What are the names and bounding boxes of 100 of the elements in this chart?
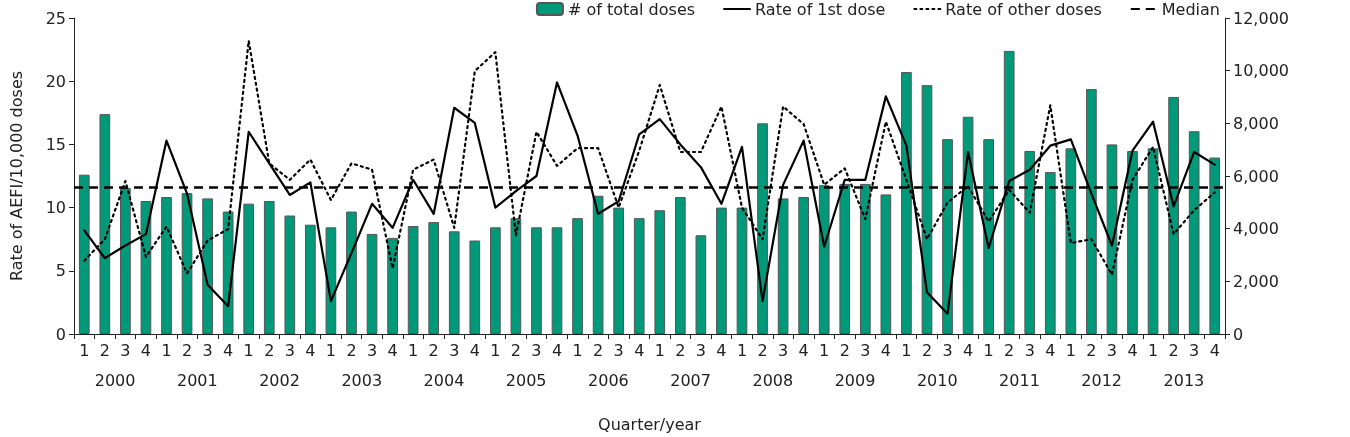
text: 2000	[94, 370, 136, 390]
y2-tick-label: 12,000	[1233, 8, 1289, 28]
bar	[448, 231, 460, 334]
text: 2005	[505, 370, 547, 390]
bar	[161, 197, 172, 334]
x-tick-label: 2	[921, 340, 933, 360]
y2-tick-label: 10,000	[1233, 61, 1289, 81]
bar	[736, 207, 748, 334]
x-tick-label: 3	[1024, 340, 1035, 360]
x-tick-label: 4	[880, 340, 891, 360]
x-tick-label: 4	[1045, 340, 1056, 360]
x-tick-label: 3	[942, 340, 953, 360]
x-tick-label: 4	[387, 340, 398, 360]
bar	[140, 201, 152, 334]
x-tick-label: 4	[305, 340, 316, 360]
bar	[428, 222, 440, 334]
x-tick-label: 4	[469, 340, 480, 360]
x-tick-label: 3	[1189, 340, 1200, 360]
x-tick-label: 4	[223, 340, 234, 360]
x-tick-label: 1	[983, 340, 994, 360]
bar	[469, 240, 481, 334]
bar	[531, 227, 542, 334]
y-tick-label: 20	[45, 71, 66, 91]
bar	[1168, 97, 1179, 334]
x-tick-label: 1	[736, 340, 748, 360]
text: 2007	[670, 370, 711, 390]
bar	[243, 203, 255, 334]
x-tick-label: 1	[325, 340, 337, 360]
legend-label: Median	[1161, 0, 1221, 19]
y-tick-label: 5	[55, 261, 66, 281]
x-tick-label: 1	[408, 340, 419, 360]
bar	[613, 207, 625, 334]
y2-tick-label: 6,000	[1233, 166, 1279, 186]
text: 2006	[588, 370, 629, 390]
x-tick-label: 2	[510, 340, 521, 360]
x-tick-label: 3	[1106, 340, 1118, 360]
x-tick-label: 1	[490, 340, 501, 360]
bar	[490, 227, 501, 334]
bar	[1086, 89, 1097, 334]
x-tick-label: 4	[1127, 340, 1138, 360]
x-tick-label: 3	[778, 340, 789, 360]
bar	[1188, 131, 1200, 334]
bar	[551, 227, 563, 334]
text: 2010	[916, 370, 958, 390]
x-tick-label: 2	[1004, 340, 1015, 360]
bar	[592, 195, 604, 334]
text: 2013	[1163, 370, 1205, 390]
bar	[305, 224, 316, 334]
x-tick-label: 4	[551, 340, 563, 360]
bar	[983, 139, 994, 334]
x-tick-label: 1	[161, 340, 172, 360]
x-tick-label: 3	[202, 340, 213, 360]
bar	[284, 215, 296, 334]
x-tick-label: 1	[1065, 340, 1076, 360]
bar	[99, 114, 111, 334]
y-tick-label: 0	[55, 324, 66, 344]
bar	[716, 207, 727, 334]
x-tick-label: 3	[613, 340, 624, 360]
bar	[921, 85, 933, 334]
y-tick-label: 10	[45, 198, 66, 218]
x-tick-label: 3	[695, 340, 706, 360]
bar	[757, 123, 768, 334]
text: 2001	[176, 370, 218, 390]
x-tick-label: 2	[593, 340, 604, 360]
bar	[78, 174, 90, 334]
x-tick-label: 1	[243, 340, 254, 360]
text: 2003	[341, 370, 383, 390]
x-tick-label: 1	[901, 340, 912, 360]
y2-tick-label: 2,000	[1233, 271, 1279, 291]
bar	[263, 201, 275, 334]
bar	[366, 233, 378, 334]
x-tick-label: 3	[120, 340, 131, 360]
y-tick-label: 15	[45, 134, 66, 154]
x-tick-label: 2	[1168, 340, 1179, 360]
bar	[325, 227, 337, 334]
bar	[633, 218, 645, 334]
x-tick-label: 2	[346, 340, 357, 360]
x-tick-label: 4	[1209, 340, 1220, 360]
x-tick-label: 3	[860, 340, 871, 360]
x-tick-label: 1	[572, 340, 583, 360]
text: 2008	[752, 370, 794, 390]
bar	[880, 194, 892, 334]
bar	[1127, 150, 1138, 334]
x-tick-label: 1	[819, 340, 830, 360]
x-tick-label: 3	[284, 340, 295, 360]
bar	[942, 139, 953, 334]
y2-tick-label: 0	[1233, 324, 1244, 344]
bar	[695, 235, 707, 334]
text: 2002	[259, 370, 300, 390]
bar	[818, 185, 830, 334]
x-tick-label: 2	[839, 340, 850, 360]
bar	[798, 197, 809, 334]
x-tick-label: 2	[675, 340, 686, 360]
x-tick-label: 1	[79, 340, 90, 360]
bar	[1044, 172, 1056, 334]
bar	[407, 226, 419, 334]
bar	[777, 198, 789, 334]
legend-label: Rate of other doses	[945, 0, 1102, 19]
bar	[181, 193, 193, 334]
legend-label: # of total doses	[567, 0, 696, 19]
